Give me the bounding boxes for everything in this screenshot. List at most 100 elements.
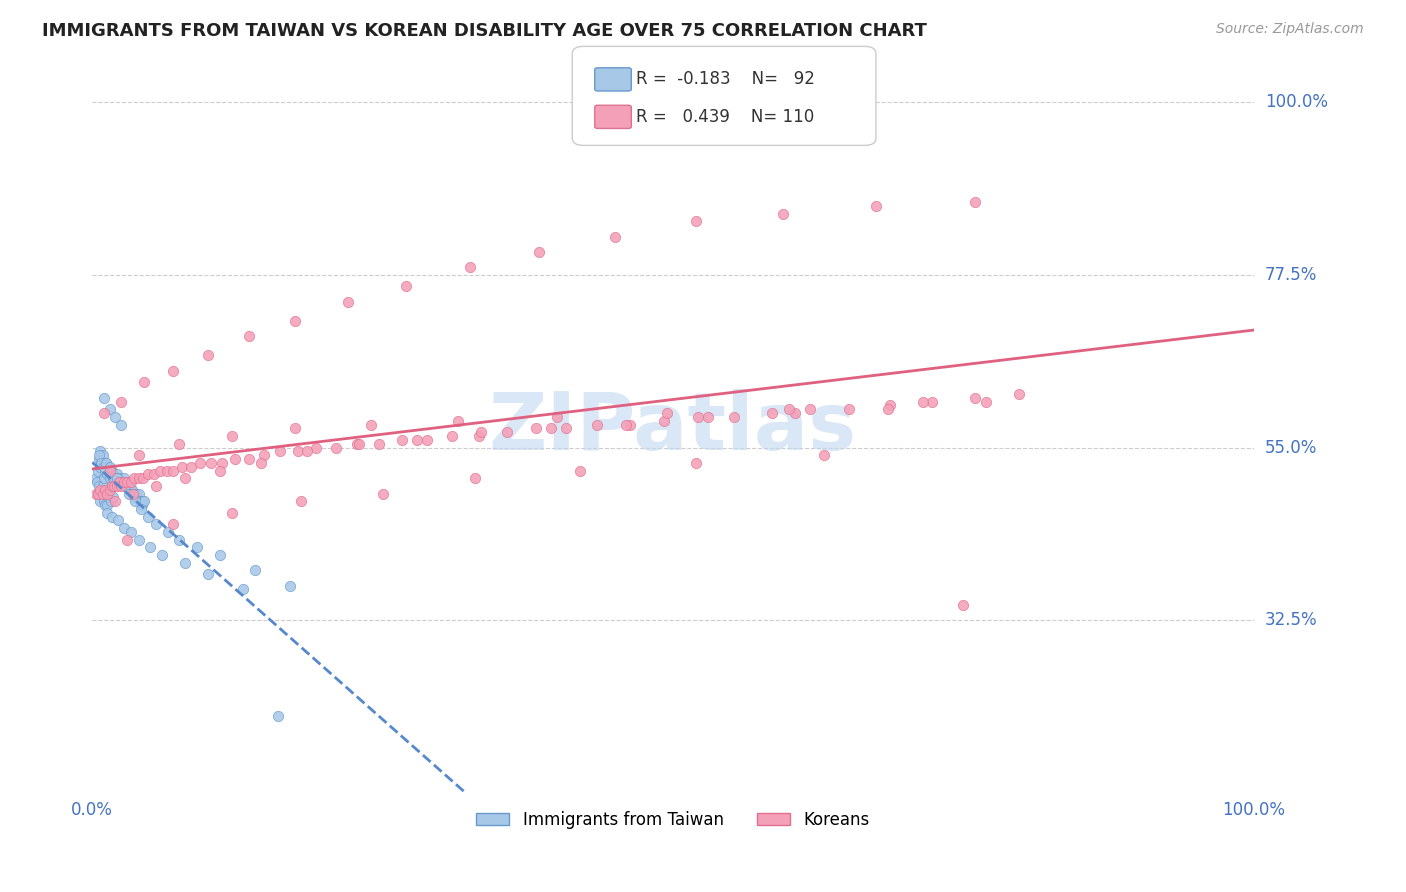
Point bbox=[865, 199, 887, 213]
Point bbox=[110, 417, 132, 432]
Point bbox=[107, 471, 129, 485]
Point bbox=[107, 513, 129, 527]
Point bbox=[221, 429, 243, 443]
Point bbox=[540, 421, 562, 435]
Point bbox=[115, 479, 138, 493]
Point bbox=[121, 486, 143, 500]
Point bbox=[371, 486, 394, 500]
Point bbox=[94, 456, 117, 470]
Point bbox=[96, 498, 118, 512]
Point bbox=[108, 471, 131, 485]
Point bbox=[336, 294, 359, 309]
Point bbox=[121, 483, 143, 497]
Point bbox=[98, 402, 121, 417]
Point bbox=[290, 494, 312, 508]
Point bbox=[105, 467, 128, 482]
Point bbox=[879, 398, 901, 412]
Point bbox=[269, 444, 291, 458]
Point bbox=[100, 467, 122, 482]
Point bbox=[90, 486, 112, 500]
Point bbox=[128, 486, 150, 500]
Point bbox=[100, 494, 122, 508]
Point bbox=[468, 429, 491, 443]
Point bbox=[603, 229, 626, 244]
Point bbox=[97, 491, 120, 505]
Point bbox=[101, 479, 124, 493]
Point bbox=[688, 409, 710, 424]
Point bbox=[118, 486, 141, 500]
Point bbox=[963, 391, 986, 405]
Point bbox=[360, 417, 382, 432]
Point bbox=[911, 394, 934, 409]
Text: 55.0%: 55.0% bbox=[1265, 439, 1317, 457]
Point bbox=[90, 456, 112, 470]
Point bbox=[1008, 387, 1031, 401]
Point bbox=[91, 486, 114, 500]
Point bbox=[368, 436, 391, 450]
Point bbox=[115, 475, 138, 489]
Point bbox=[224, 452, 246, 467]
Point bbox=[89, 444, 111, 458]
Point bbox=[155, 464, 177, 478]
Point bbox=[87, 486, 110, 500]
Point bbox=[94, 483, 117, 497]
Point bbox=[110, 394, 132, 409]
Point bbox=[145, 479, 167, 493]
Point bbox=[415, 433, 437, 447]
Point bbox=[94, 456, 117, 470]
Point bbox=[287, 444, 309, 458]
Point bbox=[93, 494, 115, 508]
Point bbox=[555, 421, 578, 435]
Point bbox=[186, 540, 208, 554]
Point bbox=[93, 471, 115, 485]
Point bbox=[696, 409, 718, 424]
Point bbox=[349, 436, 371, 450]
Point bbox=[93, 459, 115, 474]
Text: Source: ZipAtlas.com: Source: ZipAtlas.com bbox=[1216, 22, 1364, 37]
Point bbox=[685, 456, 707, 470]
Point bbox=[98, 459, 121, 474]
Point bbox=[150, 548, 173, 562]
Point bbox=[652, 414, 675, 428]
Point bbox=[249, 456, 271, 470]
Point bbox=[200, 456, 222, 470]
Point bbox=[142, 467, 165, 482]
Point bbox=[134, 376, 156, 390]
Point bbox=[243, 563, 266, 577]
Point bbox=[952, 598, 974, 612]
Point bbox=[94, 498, 117, 512]
Point bbox=[447, 414, 470, 428]
Text: IMMIGRANTS FROM TAIWAN VS KOREAN DISABILITY AGE OVER 75 CORRELATION CHART: IMMIGRANTS FROM TAIWAN VS KOREAN DISABIL… bbox=[42, 22, 927, 40]
Point bbox=[136, 467, 159, 482]
Point bbox=[101, 471, 124, 485]
Point bbox=[145, 517, 167, 532]
Point bbox=[84, 486, 107, 500]
Point bbox=[783, 406, 806, 420]
Point bbox=[685, 214, 707, 228]
Point bbox=[89, 494, 111, 508]
Point bbox=[723, 409, 745, 424]
Point bbox=[238, 329, 260, 343]
Point bbox=[103, 479, 125, 493]
Point bbox=[546, 409, 568, 424]
Point bbox=[284, 314, 307, 328]
Point bbox=[121, 486, 143, 500]
Point bbox=[132, 494, 155, 508]
Point bbox=[278, 578, 301, 592]
Point bbox=[127, 491, 149, 505]
Point bbox=[162, 364, 184, 378]
Point bbox=[232, 582, 254, 597]
Point bbox=[91, 448, 114, 462]
Point bbox=[284, 421, 307, 435]
Point bbox=[114, 479, 136, 493]
Point bbox=[90, 456, 112, 470]
Point bbox=[101, 491, 124, 505]
Point bbox=[112, 475, 135, 489]
Point bbox=[772, 206, 794, 220]
Point bbox=[101, 509, 124, 524]
Point bbox=[139, 540, 162, 554]
Point bbox=[619, 417, 641, 432]
Point bbox=[976, 394, 998, 409]
Point bbox=[778, 402, 800, 417]
Point bbox=[89, 479, 111, 493]
